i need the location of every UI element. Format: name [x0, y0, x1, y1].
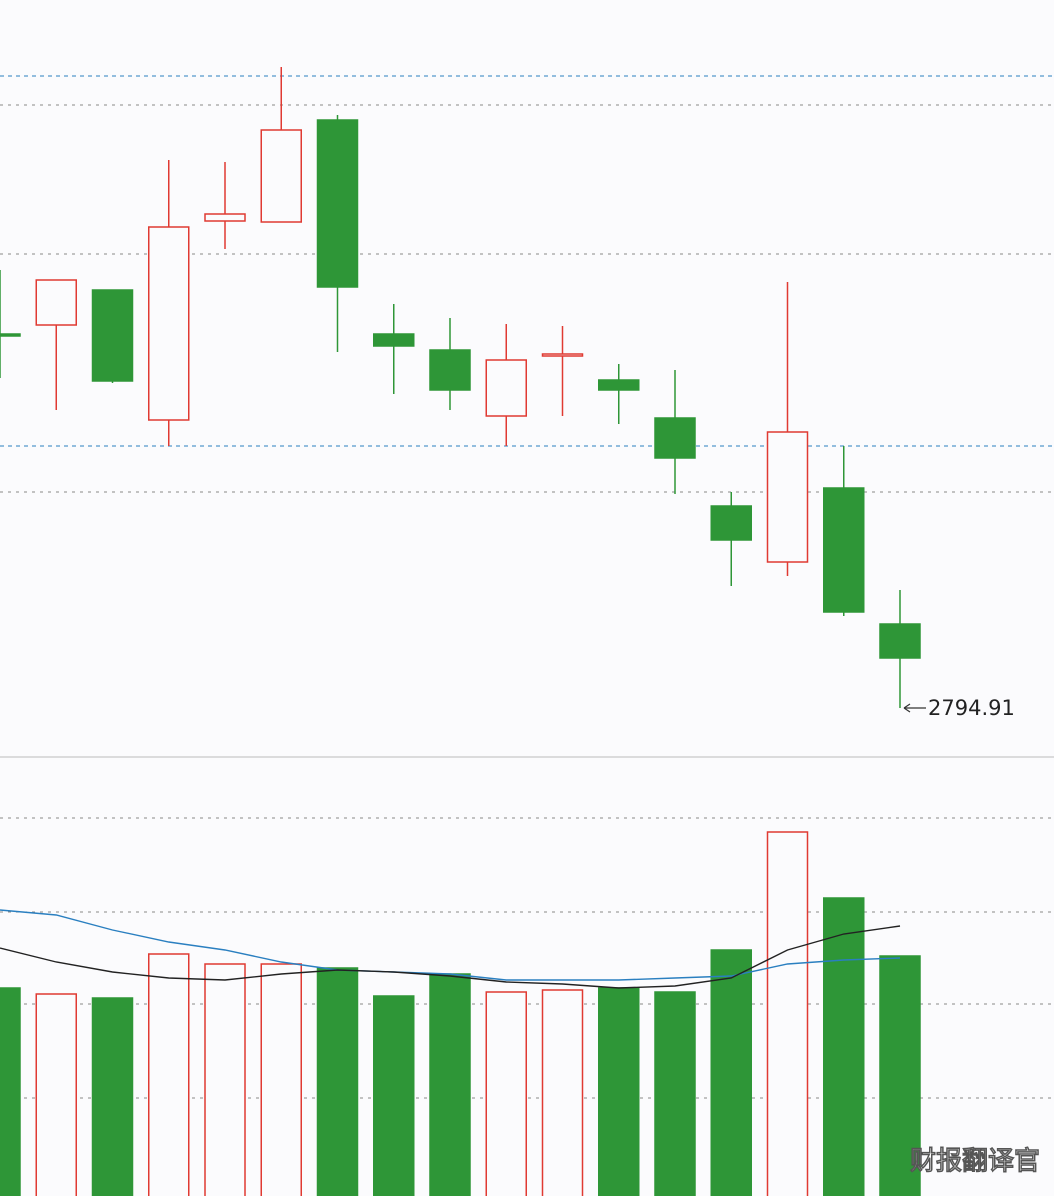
candle-body — [598, 379, 640, 391]
candle-body — [373, 333, 415, 347]
volume-bar — [91, 997, 134, 1196]
volume-bar — [485, 991, 527, 1196]
candle-body — [148, 226, 190, 421]
moving-average-line — [0, 909, 901, 981]
volume-bar — [879, 955, 921, 1196]
candle-body — [654, 417, 696, 459]
volume-bar — [654, 991, 696, 1196]
candle-body — [429, 349, 471, 391]
volume-bar — [429, 973, 471, 1196]
arrow — [903, 703, 926, 713]
watermark: 财报翻译官 — [910, 1146, 1040, 1177]
volume-bar — [541, 989, 584, 1196]
candle-body — [0, 333, 21, 337]
candle-body — [766, 431, 809, 563]
candle-body — [35, 279, 77, 326]
candle-body — [541, 353, 584, 357]
candle-body — [316, 119, 359, 288]
volume-bar — [373, 995, 415, 1196]
volume-bar — [148, 953, 190, 1196]
volume-bar — [204, 963, 246, 1196]
low-label: 2794.91 — [928, 696, 1015, 720]
candle-body — [204, 213, 246, 222]
volume-bar — [35, 993, 77, 1196]
candle-body — [91, 289, 134, 382]
volume-bar — [710, 949, 752, 1196]
candle-body — [485, 359, 527, 417]
volume-bar — [598, 987, 640, 1196]
candle-body — [823, 487, 865, 613]
volume-bar — [766, 831, 809, 1196]
volume-bar — [0, 987, 21, 1196]
candle-body — [260, 129, 302, 223]
moving-average-line — [0, 925, 901, 989]
candle-body — [710, 505, 752, 541]
volume-bar — [823, 897, 865, 1196]
candle-body — [879, 623, 921, 659]
volume-bar — [260, 963, 302, 1196]
volume-bar — [316, 967, 359, 1196]
